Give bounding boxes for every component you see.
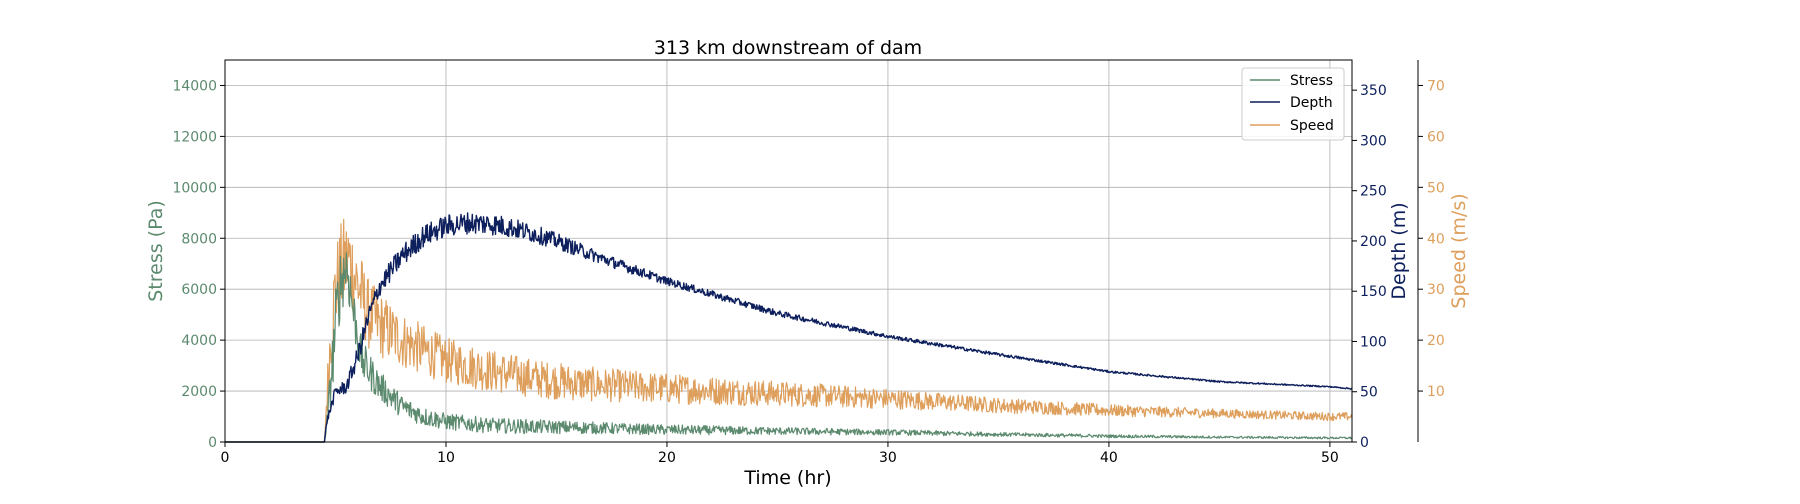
plot-area-frame: [224, 59, 1353, 443]
depth-tick-label: 300: [1360, 133, 1387, 149]
depth-axis-title: Depth (m): [1388, 202, 1410, 299]
x-tick-label: 0: [221, 450, 230, 466]
stress-tick-label: 6000: [181, 282, 217, 298]
depth-tick-label: 100: [1360, 334, 1387, 350]
speed-y-axis: 10 20 30 40 50 60 70: [1417, 60, 1445, 442]
speed-tick-label: 70: [1427, 78, 1445, 94]
speed-tick-label: 30: [1427, 282, 1445, 298]
stress-series-line: [225, 252, 1353, 443]
x-tick-label: 30: [879, 450, 897, 466]
chart-title: 313 km downstream of dam: [654, 37, 922, 59]
speed-tick-label: 60: [1427, 129, 1445, 145]
stress-tick-label: 4000: [181, 333, 217, 349]
speed-tick-label: 10: [1427, 384, 1445, 400]
speed-axis-title: Speed (m/s): [1448, 193, 1470, 308]
depth-tick-label: 50: [1360, 385, 1378, 401]
depth-tick-label: 200: [1360, 234, 1387, 250]
speed-tick-label: 40: [1427, 231, 1445, 247]
depth-tick-label: 250: [1360, 184, 1387, 200]
speed-tick-label: 50: [1427, 180, 1445, 196]
legend-label-speed: Speed: [1290, 118, 1334, 134]
stress-tick-label: 10000: [172, 180, 217, 196]
speed-series-line: [225, 218, 1353, 443]
stress-y-axis: 0 2000 4000 6000 8000 10000 12000 14000: [172, 78, 225, 451]
x-tick-label: 50: [1321, 450, 1339, 466]
stress-axis-title: Stress (Pa): [145, 200, 167, 302]
stress-tick-label: 0: [208, 435, 217, 451]
depth-y-axis: 0 50 100 150 200 250 300 350: [1352, 83, 1387, 451]
x-axis-title: Time (hr): [743, 467, 831, 489]
stress-tick-label: 14000: [172, 78, 217, 94]
speed-tick-label: 20: [1427, 333, 1445, 349]
legend-label-stress: Stress: [1290, 73, 1333, 89]
depth-tick-label: 350: [1360, 83, 1387, 99]
stress-tick-label: 8000: [181, 231, 217, 247]
x-tick-label: 10: [437, 450, 455, 466]
grid-lines: [224, 60, 1352, 443]
legend: Stress Depth Speed: [1241, 67, 1345, 141]
legend-box: [1241, 67, 1345, 141]
depth-series-line: [224, 212, 1353, 443]
x-tick-label: 40: [1100, 450, 1118, 466]
x-axis: 0 10 20 30 40 50: [221, 442, 1339, 466]
stress-tick-label: 12000: [172, 129, 217, 145]
depth-tick-label: 0: [1360, 435, 1369, 451]
depth-tick-label: 150: [1360, 284, 1387, 300]
series-layer: [224, 212, 1353, 443]
legend-label-depth: Depth: [1290, 95, 1333, 111]
stress-tick-label: 2000: [181, 384, 217, 400]
x-tick-label: 20: [658, 450, 676, 466]
